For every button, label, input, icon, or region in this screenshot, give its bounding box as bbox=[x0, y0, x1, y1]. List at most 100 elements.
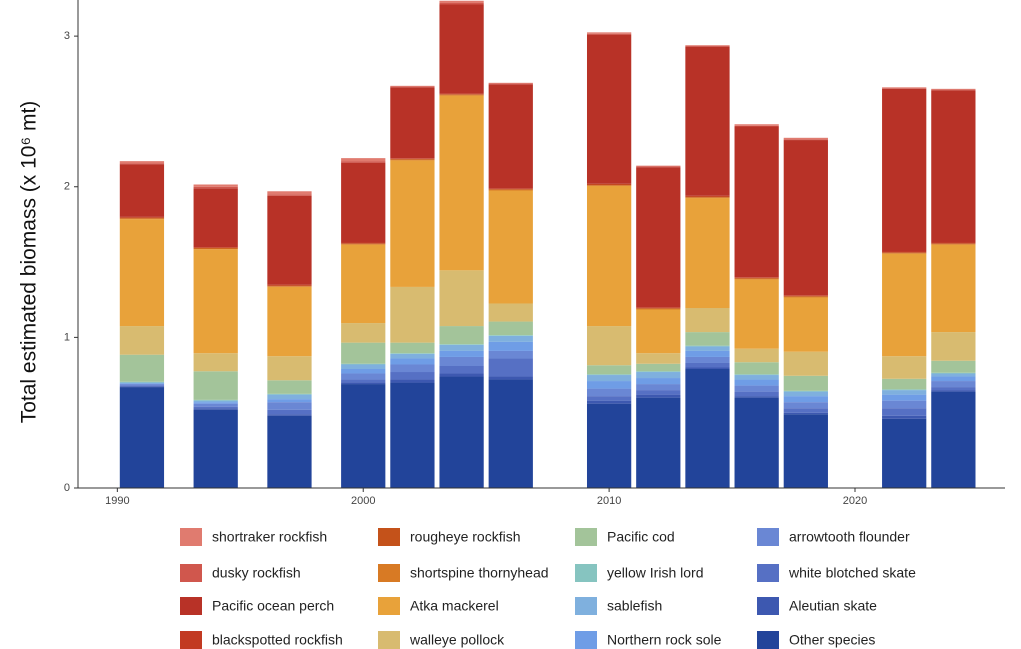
bar-segment bbox=[882, 418, 927, 488]
bar-segment bbox=[636, 371, 681, 373]
legend-swatch bbox=[378, 631, 400, 649]
bar-segment bbox=[390, 286, 435, 343]
x-tick-label: 2010 bbox=[597, 495, 621, 507]
bar-segment bbox=[685, 356, 730, 363]
bar-segment bbox=[685, 362, 730, 368]
bar-segment bbox=[267, 394, 312, 400]
bar-segment bbox=[341, 382, 386, 385]
bar-segment bbox=[119, 354, 165, 382]
bar-segment bbox=[882, 88, 927, 89]
bar-segment bbox=[390, 353, 435, 354]
bar-segment bbox=[488, 188, 533, 190]
bar-segment bbox=[783, 391, 828, 397]
bar-segment bbox=[685, 308, 730, 333]
bar-segment bbox=[931, 391, 976, 488]
bar-segment bbox=[341, 161, 386, 163]
bar-segment bbox=[685, 345, 730, 347]
bar-segment bbox=[931, 242, 976, 244]
bar-segment bbox=[267, 402, 312, 410]
legend-swatch bbox=[575, 631, 597, 649]
bar-segment bbox=[439, 95, 484, 271]
legend-swatch bbox=[180, 597, 202, 615]
legend-swatch bbox=[757, 631, 779, 649]
bar-segment bbox=[488, 190, 533, 304]
bar-segment bbox=[734, 277, 779, 279]
bar-segment bbox=[783, 139, 828, 141]
bar-segment bbox=[783, 137, 828, 140]
bar-segment bbox=[488, 358, 533, 377]
bar-segment bbox=[193, 247, 238, 249]
bar-segment bbox=[390, 379, 435, 383]
bar-segment bbox=[341, 373, 386, 380]
legend-label: Other species bbox=[789, 632, 875, 648]
x-tick-label: 1990 bbox=[105, 495, 129, 507]
bar-segment bbox=[193, 403, 238, 407]
bar-segment bbox=[931, 372, 976, 374]
bar-segment bbox=[439, 2, 484, 5]
bar-segment bbox=[586, 185, 632, 327]
bar-segment bbox=[439, 376, 484, 488]
legend-label: arrowtooth flounder bbox=[789, 529, 910, 545]
bar-segment bbox=[193, 248, 238, 250]
bar-segment bbox=[783, 296, 828, 298]
bar-segment bbox=[685, 346, 730, 351]
bar-segment bbox=[636, 166, 681, 168]
bar-segment bbox=[193, 408, 238, 410]
bar-segment bbox=[685, 45, 730, 46]
bar-segment bbox=[931, 243, 976, 245]
bar-segment bbox=[119, 216, 165, 218]
bar-segment bbox=[882, 400, 927, 409]
bar-segment bbox=[488, 341, 533, 351]
bar-segment bbox=[267, 286, 312, 287]
bar-segment bbox=[931, 376, 976, 382]
bar-segment bbox=[390, 353, 435, 359]
bar-segment bbox=[586, 388, 632, 397]
bar-segment bbox=[119, 164, 165, 217]
legend-swatch bbox=[757, 564, 779, 582]
bar-segment bbox=[267, 286, 312, 357]
bar-segment bbox=[882, 88, 927, 252]
bar-segment bbox=[734, 396, 779, 398]
bar-segment bbox=[586, 365, 632, 375]
bar-segment bbox=[193, 184, 238, 187]
bar-segment bbox=[390, 159, 435, 161]
bar-segment bbox=[685, 367, 730, 370]
bar-segment bbox=[636, 384, 681, 391]
bar-segment bbox=[119, 386, 165, 388]
bar-segment bbox=[193, 249, 238, 354]
bar-segment bbox=[783, 408, 828, 413]
bar-segment bbox=[488, 84, 533, 189]
bar-segment bbox=[636, 167, 681, 308]
bar-segment bbox=[193, 353, 238, 372]
bar-segment bbox=[193, 402, 238, 404]
bar-segment bbox=[636, 378, 681, 385]
bar-segment bbox=[390, 158, 435, 159]
legend-swatch bbox=[757, 597, 779, 615]
legend-label: Northern rock sole bbox=[607, 632, 722, 648]
bar-segment bbox=[734, 278, 779, 280]
bar-segment bbox=[586, 396, 632, 401]
bar-segment bbox=[390, 158, 435, 160]
bar-segment bbox=[341, 242, 386, 244]
bar-segment bbox=[586, 400, 632, 404]
bar-segment bbox=[439, 344, 484, 351]
bar-segment bbox=[341, 369, 386, 374]
bar-segment bbox=[931, 381, 976, 388]
bar-segment bbox=[341, 342, 386, 364]
bar-segment bbox=[341, 243, 386, 245]
bar-segment bbox=[193, 188, 238, 247]
bar-segment bbox=[341, 158, 386, 162]
y-tick-label: 2 bbox=[64, 181, 70, 193]
bar-segment bbox=[636, 390, 681, 395]
legend-swatch bbox=[575, 597, 597, 615]
bar-segment bbox=[119, 383, 165, 385]
bar-segment bbox=[685, 198, 730, 309]
bar-segment bbox=[931, 390, 976, 392]
bar-segment bbox=[783, 402, 828, 409]
bar-segment bbox=[488, 335, 533, 336]
bar-segment bbox=[439, 326, 484, 345]
bar-segment bbox=[931, 244, 976, 333]
bar-segment bbox=[488, 303, 533, 322]
bar-segment bbox=[390, 85, 435, 87]
bar-segment bbox=[636, 165, 681, 167]
